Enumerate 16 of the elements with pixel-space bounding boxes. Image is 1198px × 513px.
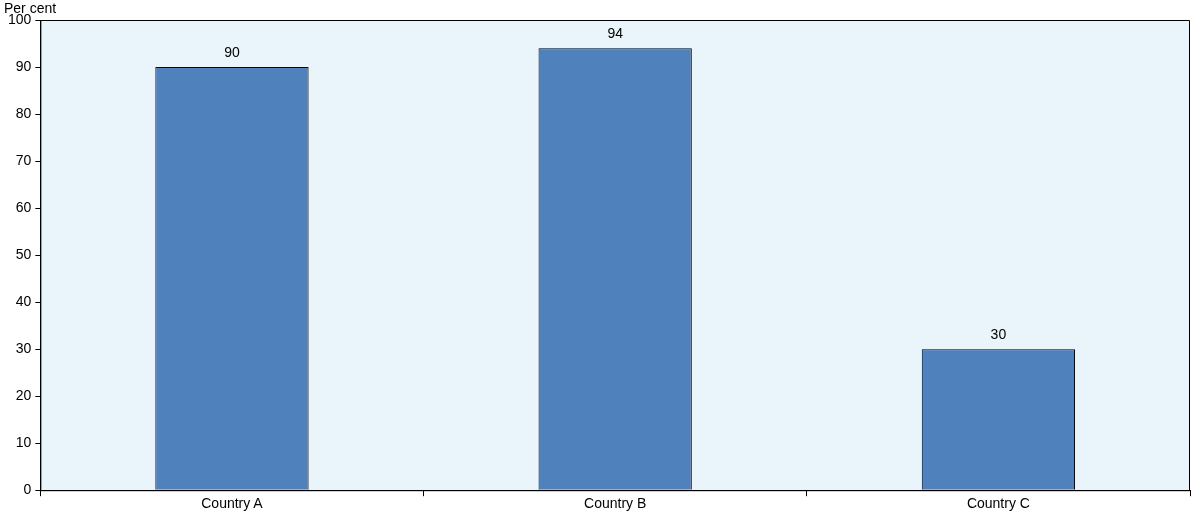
y-tick-label: 30 [15, 340, 32, 356]
x-tick-label: Country B [584, 495, 647, 512]
y-tick-label: 20 [15, 387, 32, 404]
y-tick-label: 90 [15, 57, 32, 74]
data-label: 90 [224, 43, 240, 60]
x-tick-label: Country A [201, 495, 264, 512]
y-tick-label: 40 [15, 292, 32, 309]
data-label: 30 [990, 326, 1007, 342]
x-tick-label: Country C [966, 495, 1030, 512]
y-tick-label: 10 [15, 434, 32, 451]
data-label: 94 [607, 25, 624, 42]
y-tick-label: 60 [15, 198, 32, 215]
y-tick-label: 50 [15, 245, 32, 262]
y-tick-label: 0 [23, 481, 32, 498]
y-tick-label: 80 [15, 104, 32, 121]
y-tick-label: 70 [15, 151, 32, 168]
